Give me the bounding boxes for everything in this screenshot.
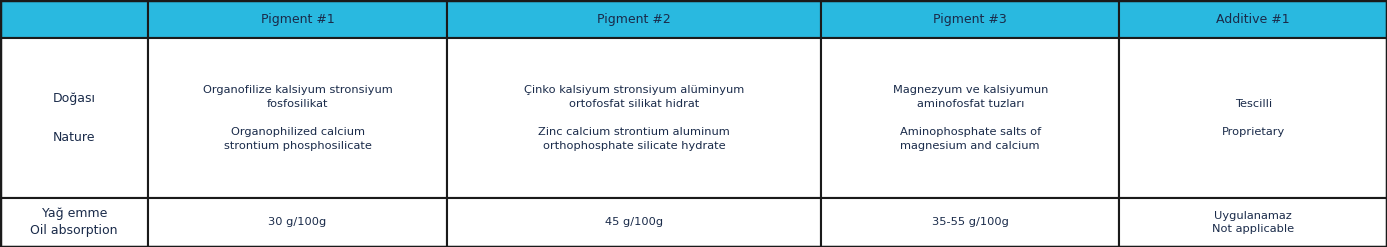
Bar — [821, 198, 1119, 247]
Bar — [821, 0, 1119, 38]
Text: Tescilli

Proprietary: Tescilli Proprietary — [1222, 99, 1284, 137]
Text: Uygulanamaz
Not applicable: Uygulanamaz Not applicable — [1212, 211, 1294, 234]
Text: Pigment #1: Pigment #1 — [261, 13, 334, 26]
Text: Nature: Nature — [53, 131, 96, 144]
Bar — [821, 38, 1119, 198]
Bar — [447, 0, 821, 38]
Bar — [1119, 0, 1387, 38]
Text: 35-55 g/100g: 35-55 g/100g — [932, 217, 1008, 227]
Bar — [148, 38, 447, 198]
Text: Yağ emme: Yağ emme — [42, 207, 107, 220]
Bar — [0, 198, 148, 247]
Bar — [0, 38, 148, 198]
Text: 30 g/100g: 30 g/100g — [269, 217, 326, 227]
Bar — [0, 0, 148, 38]
Bar — [447, 38, 821, 198]
Bar — [148, 0, 447, 38]
Text: Çinko kalsiyum stronsiyum alüminyum
ortofosfat silikat hidrat

Zinc calcium stro: Çinko kalsiyum stronsiyum alüminyum orto… — [524, 85, 743, 151]
Text: Organofilize kalsiyum stronsiyum
fosfosilikat

Organophilized calcium
strontium : Organofilize kalsiyum stronsiyum fosfosi… — [203, 85, 393, 151]
Bar — [1119, 198, 1387, 247]
Bar — [1119, 38, 1387, 198]
Text: Magnezyum ve kalsiyumun
aminofosfat tuzları

Aminophosphate salts of
magnesium a: Magnezyum ve kalsiyumun aminofosfat tuzl… — [892, 85, 1049, 151]
Bar — [148, 198, 447, 247]
Text: Pigment #2: Pigment #2 — [596, 13, 671, 26]
Text: 45 g/100g: 45 g/100g — [605, 217, 663, 227]
Text: Pigment #3: Pigment #3 — [933, 13, 1007, 26]
Text: Additive #1: Additive #1 — [1216, 13, 1290, 26]
Bar — [447, 198, 821, 247]
Text: Doğası: Doğası — [53, 92, 96, 105]
Text: Oil absorption: Oil absorption — [31, 225, 118, 237]
